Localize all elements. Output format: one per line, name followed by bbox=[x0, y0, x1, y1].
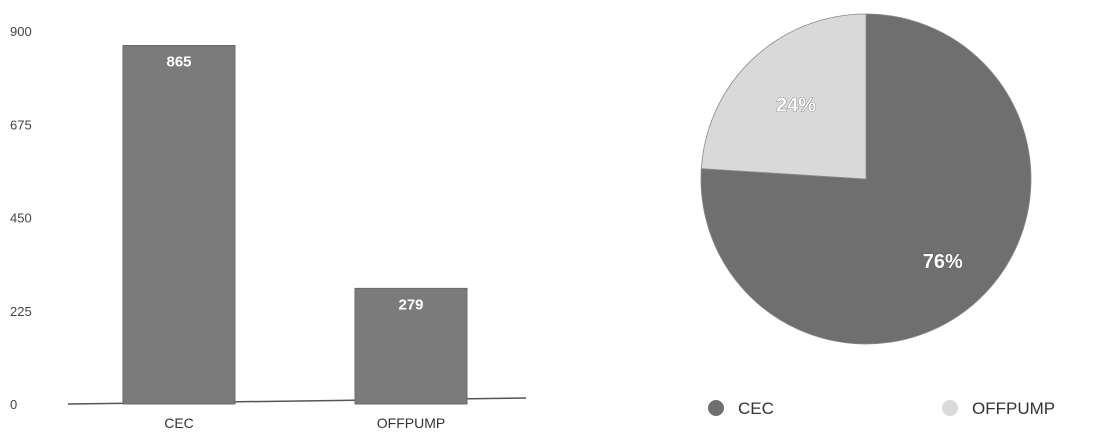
bars: 865 279 bbox=[122, 45, 468, 405]
pie-value-label: 76% bbox=[923, 251, 963, 273]
pie-slice-cec bbox=[700, 13, 1032, 345]
legend-label: OFFPUMP bbox=[972, 399, 1055, 418]
y-tick-label: 675 bbox=[10, 117, 32, 132]
legend: CEC OFFPUMP bbox=[708, 399, 1055, 418]
legend-label: CEC bbox=[738, 399, 774, 418]
y-tick-label: 900 bbox=[10, 24, 32, 39]
y-tick-label: 0 bbox=[10, 397, 17, 412]
bar-value-label: 279 bbox=[398, 296, 423, 313]
pie-slice-offpump bbox=[700, 13, 867, 180]
y-tick-label: 450 bbox=[10, 211, 32, 226]
x-axis: CEC OFFPUMP bbox=[164, 415, 445, 431]
pie-value-label: 24% bbox=[776, 94, 816, 116]
pie-slices bbox=[700, 13, 1032, 345]
bar-cec bbox=[122, 45, 236, 405]
legend-marker bbox=[942, 400, 958, 416]
pie-labels: 76% 24% bbox=[776, 94, 964, 273]
pie-chart: 76% 24% CEC OFFPUMP bbox=[700, 13, 1055, 418]
legend-marker bbox=[708, 400, 724, 416]
y-axis: 0 225 450 675 900 bbox=[10, 24, 32, 412]
bar-chart: 0 225 450 675 900 865 279 CEC OFFPUMP bbox=[10, 24, 527, 431]
y-tick-label: 225 bbox=[10, 304, 32, 319]
x-tick-label: CEC bbox=[164, 415, 194, 431]
x-tick-label: OFFPUMP bbox=[377, 415, 445, 431]
bar-offpump bbox=[354, 287, 468, 405]
bar-value-label: 865 bbox=[166, 54, 191, 71]
